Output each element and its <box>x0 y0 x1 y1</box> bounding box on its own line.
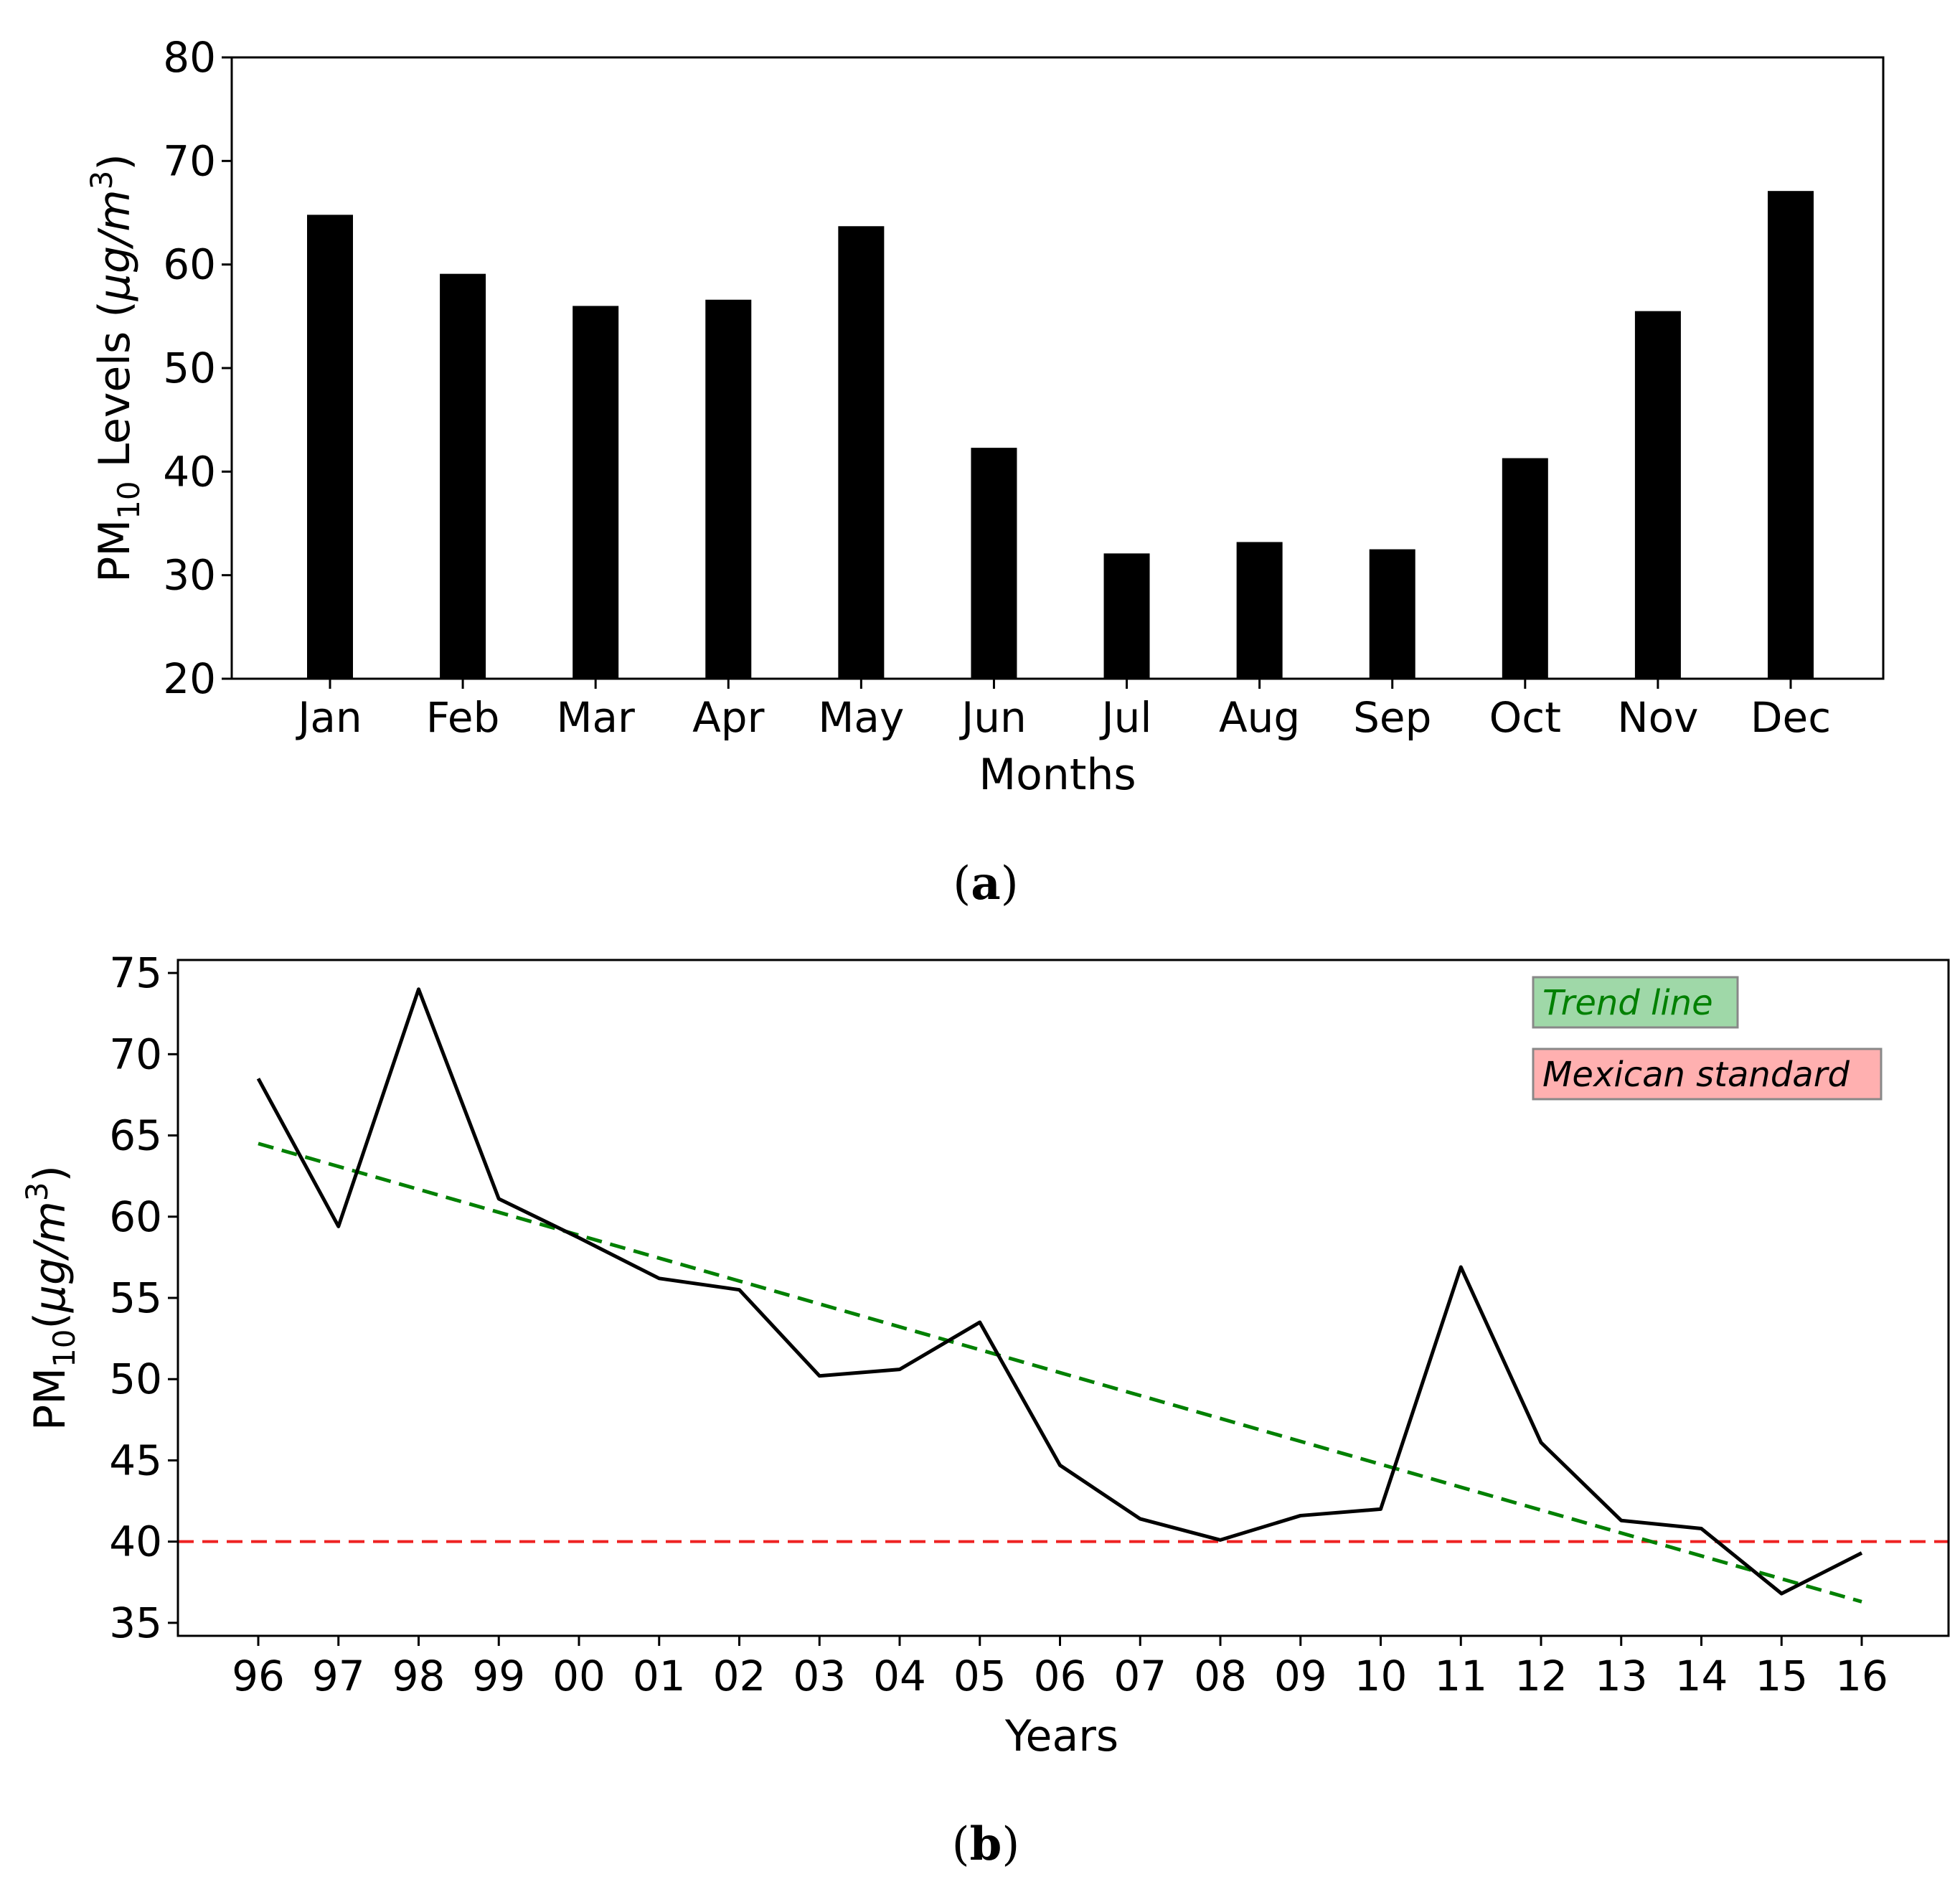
chart-b: 35 40 45 50 55 60 65 70 75 96 97 98 99 00 01 02 03 04 05 0… <box>19 948 1950 1871</box>
y-tick-label: 45 <box>109 1436 162 1484</box>
panel-label-b: (b) <box>952 1817 1020 1871</box>
x-tick-label: Dec <box>1751 693 1831 742</box>
x-tick-label: Aug <box>1219 693 1300 742</box>
x-tick-label: Jul <box>1100 693 1152 742</box>
y-tick-label: 55 <box>109 1274 162 1322</box>
x-tick-label: 04 <box>873 1652 926 1700</box>
x-tick-label: 07 <box>1113 1652 1167 1700</box>
chart-a: 20 30 40 50 60 70 80 Jan Feb Mar Apr May Jun Jul Aug S… <box>84 33 1885 910</box>
y-tick-label: 40 <box>109 1517 162 1566</box>
y-ticks-b: 35 40 45 50 55 60 65 70 75 <box>109 948 178 1647</box>
legend: Trend line Mexican standard <box>1532 976 1883 1101</box>
x-tick-label: 09 <box>1274 1652 1327 1700</box>
legend-label-trend: Trend line <box>1542 983 1713 1023</box>
x-ticks-a: Jan Feb Mar Apr May Jun Jul Aug Sep Oct Nov Dec <box>296 679 1831 742</box>
y-tick-label: 50 <box>109 1355 162 1403</box>
bar-nov <box>1634 311 1681 679</box>
x-tick-label: 96 <box>232 1652 285 1700</box>
x-tick-label: Sep <box>1353 693 1431 742</box>
y-tick-label: 75 <box>109 948 162 997</box>
bar-feb <box>440 273 486 679</box>
bars <box>307 191 1814 679</box>
x-tick-label: Apr <box>692 693 764 742</box>
legend-box-standard <box>1532 1048 1883 1101</box>
x-tick-label: 15 <box>1755 1652 1808 1700</box>
y-axis-label-a: PM10 Levels (μg/m3) <box>84 154 146 583</box>
bar-jan <box>307 215 353 679</box>
x-tick-label: 14 <box>1675 1652 1728 1700</box>
x-tick-label: 01 <box>633 1652 686 1700</box>
x-tick-label: 00 <box>552 1652 606 1700</box>
x-tick-label: 06 <box>1034 1652 1087 1700</box>
x-axis-label-b: Years <box>1004 1711 1118 1761</box>
x-tick-label: 02 <box>713 1652 766 1700</box>
pm10-series-line <box>256 987 1863 1596</box>
legend-label-standard: Mexican standard <box>1542 1055 1850 1095</box>
y-tick-label: 35 <box>109 1599 162 1647</box>
y-tick-label: 60 <box>109 1192 162 1241</box>
x-tick-label: 05 <box>953 1652 1007 1700</box>
bar-dec <box>1768 191 1814 679</box>
y-tick-label: 40 <box>163 447 216 496</box>
plot-lines <box>178 987 1949 1604</box>
x-tick-label: Jan <box>296 693 362 742</box>
bar-jul <box>1103 553 1150 679</box>
bar-jun <box>971 448 1017 679</box>
y-tick-label: 20 <box>163 654 216 703</box>
x-tick-label: 98 <box>392 1652 446 1700</box>
y-tick-label: 60 <box>163 240 216 289</box>
x-tick-label: Feb <box>426 693 500 742</box>
x-tick-label: Nov <box>1617 693 1698 742</box>
y-tick-label: 65 <box>109 1111 162 1160</box>
x-tick-label: May <box>818 693 904 742</box>
bar-aug <box>1236 542 1283 679</box>
x-tick-label: 16 <box>1835 1652 1888 1700</box>
x-tick-label: 03 <box>793 1652 846 1700</box>
x-tick-label: 13 <box>1595 1652 1648 1700</box>
x-ticks-b: 96 97 98 99 00 01 02 03 04 05 06 07 08 09 10 11 12 13 14 15… <box>232 1636 1888 1700</box>
trend-line <box>258 1142 1862 1604</box>
y-ticks-a: 20 30 40 50 60 70 80 <box>163 33 232 703</box>
legend-box-trend <box>1532 976 1739 1029</box>
bar-mar <box>573 306 619 679</box>
bar-apr <box>705 299 752 679</box>
x-tick-label: 97 <box>312 1652 365 1700</box>
x-tick-label: 11 <box>1434 1652 1487 1700</box>
y-tick-label: 50 <box>163 344 216 392</box>
bar-oct <box>1502 458 1548 679</box>
x-tick-label: 10 <box>1354 1652 1408 1700</box>
bar-sep <box>1369 549 1415 679</box>
y-axis-label-b: PM10(μg/m3) <box>19 1165 82 1431</box>
bar-may <box>838 226 885 679</box>
x-tick-label: Jun <box>959 693 1027 742</box>
x-tick-label: Oct <box>1489 693 1561 742</box>
x-tick-label: 12 <box>1514 1652 1568 1700</box>
x-tick-label: 08 <box>1194 1652 1247 1700</box>
y-tick-label: 80 <box>163 33 216 82</box>
y-tick-label: 70 <box>109 1030 162 1078</box>
panel-label-a: (a) <box>953 857 1018 910</box>
x-tick-label: Mar <box>556 693 635 742</box>
y-tick-label: 70 <box>163 136 216 185</box>
x-axis-label-a: Months <box>979 750 1136 800</box>
y-tick-label: 30 <box>163 551 216 600</box>
x-tick-label: 99 <box>472 1652 525 1700</box>
